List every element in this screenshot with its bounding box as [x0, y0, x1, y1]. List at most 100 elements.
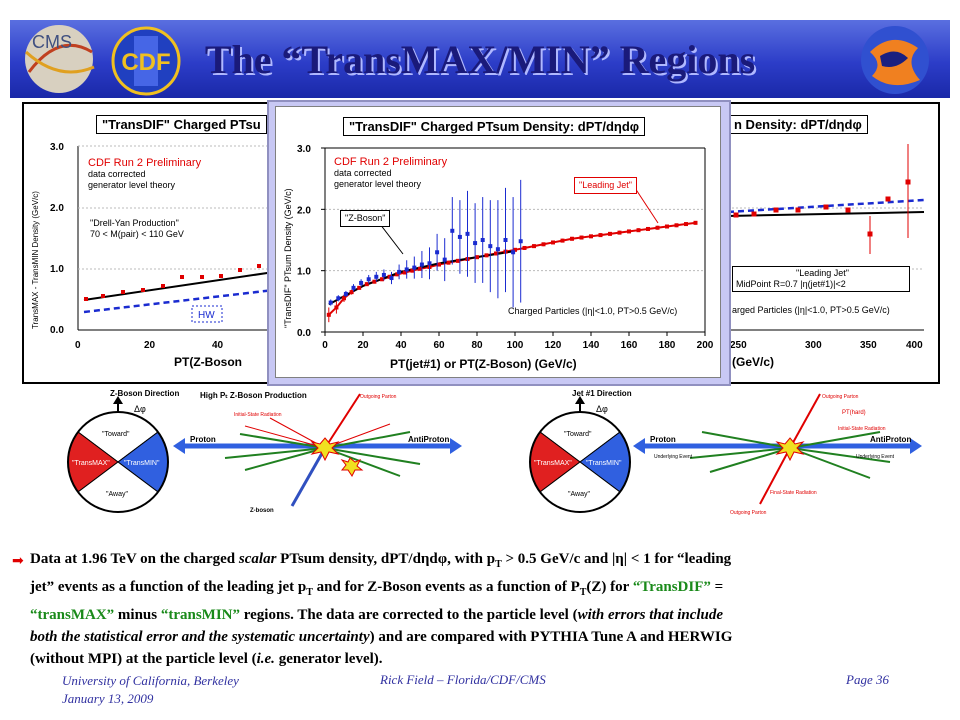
- zboson-point: [435, 250, 440, 255]
- body-text: > 0.5 GeV/c and |η| < 1 for “leading: [501, 551, 732, 567]
- zboson-point: [381, 272, 386, 277]
- zboson-point: [473, 241, 478, 246]
- zboson-point: [359, 280, 364, 285]
- footer-date: January 13, 2009: [62, 691, 154, 706]
- proton-label-2: Proton: [650, 435, 676, 444]
- zboson-point: [336, 296, 341, 301]
- leading-jet-point: [357, 285, 362, 290]
- jet-direction-label: Jet #1 Direction: [572, 389, 632, 398]
- left-xtick: 40: [212, 340, 224, 351]
- leading-jet-point: [693, 220, 698, 225]
- zboson-point: [343, 291, 348, 296]
- leading-jet-point: [342, 296, 346, 301]
- away-label-2: "Away": [568, 491, 590, 498]
- leading-jet-point: [475, 255, 479, 260]
- body-text: scalar: [238, 551, 277, 567]
- body-text: i.e.: [256, 651, 275, 667]
- body-text: jet” events as a function of the leading…: [30, 579, 307, 595]
- underlying-event-label: Underlying Event: [654, 454, 693, 460]
- left-ylabel: TransMAX - TransMIN Density (GeV/c): [31, 191, 40, 329]
- leading-jet-point: [484, 253, 489, 258]
- leading-jet-point: [364, 282, 369, 287]
- x-tick-label: 160: [621, 340, 638, 351]
- overlay-prelim-label: CDF Run 2 Preliminary data corrected gen…: [334, 156, 447, 190]
- left-chart-title: "TransDIF" Charged PTsu: [96, 115, 267, 134]
- left-legend-line: data corrected: [88, 169, 146, 179]
- x-tick-label: 20: [357, 340, 369, 351]
- zboson-point: [419, 262, 424, 267]
- zboson-point: [397, 269, 402, 274]
- diagrams: Z-Boson Direction "Toward" "TransMAX" "T…: [67, 389, 922, 516]
- zboson-label: Z-boson: [250, 508, 274, 514]
- body-text: (Z) for: [586, 579, 633, 595]
- zboson-point: [488, 244, 493, 249]
- leading-jet-point: [437, 262, 441, 267]
- body-text: generator level).: [274, 651, 383, 667]
- x-tick-label: 180: [659, 340, 676, 351]
- zboson-point: [480, 238, 485, 242]
- x-tick-label: 80: [471, 340, 483, 351]
- zboson-point: [389, 276, 394, 281]
- overlay-legend-line: generator level theory: [334, 179, 422, 189]
- body-highlight: “TransDIF”: [632, 579, 711, 595]
- footer-author: Rick Field – Florida/CDF/CMS: [380, 672, 546, 687]
- zboson-point: [351, 285, 356, 290]
- right-footer-label: arged Particles (|η|<1.0, PT>0.5 GeV/c): [732, 305, 890, 315]
- transmin-label: "TransMIN": [124, 460, 160, 467]
- y-tick-label: 1.0: [297, 267, 311, 278]
- leading-jet-point: [446, 260, 451, 265]
- leading-jet-point: [646, 226, 650, 231]
- proton-label: Proton: [190, 435, 216, 444]
- toward-label: "Toward": [102, 431, 130, 438]
- drell-yan-line: "Drell-Yan Production": [90, 218, 179, 228]
- leading-jet-point: [636, 228, 641, 233]
- zboson-point: [427, 261, 432, 266]
- zboson-callout: "Z-Boson": [340, 210, 391, 227]
- zboson-point: [374, 274, 379, 279]
- overlay-ylabel: "TransDIF" PTsum Density (GeV/c): [283, 188, 293, 328]
- antiproton-label: AntiProton: [408, 435, 449, 444]
- bullet-arrow-icon: ➡: [12, 552, 24, 568]
- leading-jet-point: [674, 223, 679, 228]
- body-text: T: [579, 587, 587, 598]
- footer-university: University of California, Berkeley: [62, 673, 239, 688]
- final-state-label: Final-State Radiation: [770, 490, 817, 496]
- leading-jet-point: [551, 240, 555, 245]
- zboson-point: [450, 228, 455, 233]
- right-xtick: 250: [730, 340, 747, 351]
- leading-jet-callout: "Leading Jet": [574, 177, 637, 194]
- x-tick-label: 0: [322, 340, 328, 351]
- left-prelim-text: CDF Run 2 Preliminary: [88, 157, 202, 169]
- x-tick-label: 200: [697, 340, 714, 351]
- delta-phi-label: Δφ: [134, 404, 146, 414]
- x-tick-label: 100: [507, 340, 524, 351]
- zboson-point: [465, 231, 470, 236]
- leading-jet-theory-line: [328, 221, 696, 316]
- zboson-point: [495, 247, 500, 252]
- outgoing-parton-label-2: Outgoing Parton: [822, 394, 859, 400]
- initial-state-label-2: Initial-State Radiation: [838, 426, 886, 432]
- drell-yan-line: 70 < M(pair) < 110 GeV: [90, 229, 184, 239]
- right-xlabel: (GeV/c): [732, 355, 774, 369]
- zboson-point: [518, 239, 523, 244]
- leading-jet-point: [627, 229, 631, 234]
- left-ytick: 2.0: [50, 203, 64, 214]
- overlay-bottom-label: Charged Particles (|η|<1.0, PT>0.5 GeV/c…: [508, 306, 678, 316]
- body-text: =: [710, 579, 724, 595]
- zboson-point: [503, 238, 508, 242]
- delta-phi-label-2: Δφ: [596, 404, 608, 414]
- cdf-logo: CDF: [104, 24, 188, 98]
- left-legend-line: generator level theory: [88, 180, 176, 190]
- y-tick-label: 2.0: [297, 205, 311, 216]
- leading-jet-point: [560, 238, 565, 243]
- zboson-callout-pointer: [379, 223, 404, 255]
- body-text: minus: [114, 607, 161, 623]
- overlay-prelim-text: CDF Run 2 Preliminary: [334, 156, 448, 168]
- left-chart: 0.0 1.0 2.0 3.0 0 20 40 PT(Z-Boson Trans…: [31, 142, 274, 369]
- zboson-direction-label: Z-Boson Direction: [110, 389, 179, 398]
- leading-jet-point: [655, 225, 660, 230]
- body-text: both the statistical error and the syste…: [30, 629, 370, 645]
- pt-hard-label: PT(hard): [842, 410, 866, 416]
- leading-jet-point: [532, 244, 536, 249]
- overlay-chart-title: "TransDIF" Charged PTsum Density: dPT/dη…: [343, 117, 646, 136]
